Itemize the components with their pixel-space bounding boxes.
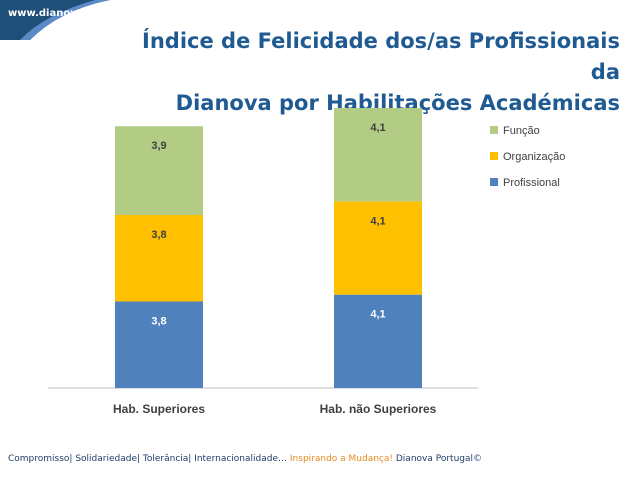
title-line-1: Índice de Felicidade dos/as Profissionai… bbox=[142, 29, 620, 84]
bar-organização-2 bbox=[334, 201, 422, 295]
legend-label-organização: Organização bbox=[503, 151, 565, 163]
page-title: Índice de Felicidade dos/as Profissionai… bbox=[110, 26, 620, 119]
data-label-função-1: 3,9 bbox=[151, 140, 166, 152]
bar-profissional-1 bbox=[115, 301, 203, 388]
legend-swatch-função bbox=[490, 126, 498, 134]
legend-swatch-profissional bbox=[490, 178, 498, 186]
footer: Compromisso| Solidariedade| Tolerância| … bbox=[8, 454, 482, 464]
data-label-profissional-1: 3,8 bbox=[151, 315, 166, 327]
x-tick-label-1: Hab. Superiores bbox=[113, 402, 205, 416]
bar-profissional-2 bbox=[334, 294, 422, 388]
corner-swoosh bbox=[0, 0, 110, 40]
data-label-organização-1: 3,8 bbox=[151, 229, 166, 241]
legend-label-função: Função bbox=[503, 125, 540, 137]
bar-função-2 bbox=[334, 108, 422, 202]
bar-organização-1 bbox=[115, 214, 203, 302]
data-label-organização-2: 4,1 bbox=[370, 215, 385, 227]
footer-copyright: Dianova Portugal© bbox=[395, 454, 483, 464]
data-label-função-2: 4,1 bbox=[370, 122, 385, 134]
x-tick-label-2: Hab. não Superiores bbox=[320, 402, 437, 416]
legend-swatch-organização bbox=[490, 152, 498, 160]
bar-função-1 bbox=[115, 126, 203, 215]
site-url: www.dianova.pt bbox=[8, 8, 100, 19]
data-label-profissional-2: 4,1 bbox=[370, 309, 385, 321]
footer-slogan: Inspirando a Mudança! bbox=[289, 454, 393, 464]
legend-label-profissional: Profissional bbox=[503, 177, 560, 189]
footer-values: Compromisso| Solidariedade| Tolerância| … bbox=[8, 454, 288, 464]
